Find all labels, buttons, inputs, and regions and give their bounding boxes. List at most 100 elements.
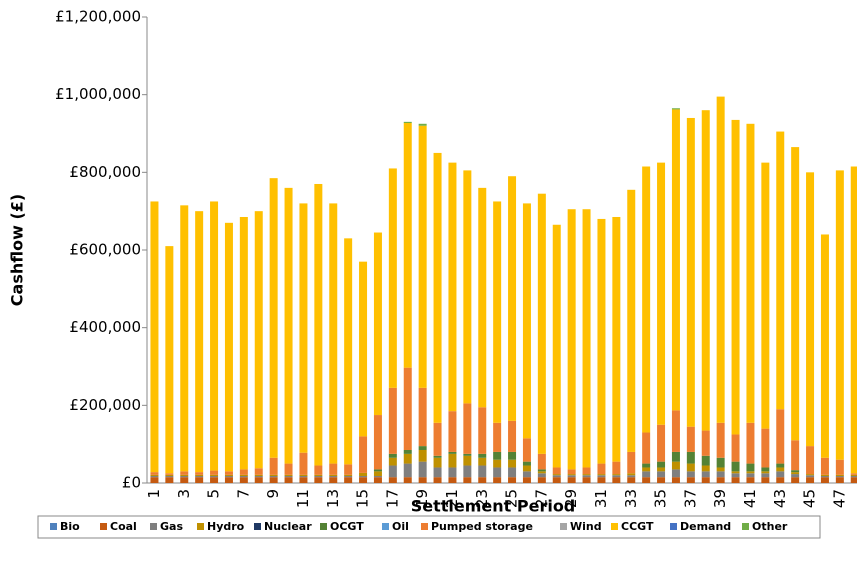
legend-swatch [197, 523, 204, 530]
bar-segment [463, 453, 472, 456]
legend-label: CCGT [621, 520, 654, 533]
bar-segment [820, 477, 829, 483]
bar-segment [746, 473, 755, 478]
bar-segment [537, 469, 546, 472]
bar-segment [239, 477, 248, 483]
x-tick-label: 1 [145, 489, 163, 499]
bar-segment [150, 472, 159, 475]
bar-segment [508, 477, 517, 483]
bar-segment [522, 438, 531, 462]
bar-segment [195, 472, 204, 475]
bar-segment [686, 463, 695, 472]
x-tick-label: 11 [294, 489, 312, 508]
legend-swatch [100, 523, 107, 530]
bar-segment [731, 477, 740, 483]
bar-segment [433, 455, 442, 458]
bar-segment [150, 477, 159, 483]
bar-segment [701, 430, 710, 456]
bar-segment [463, 455, 472, 466]
bar-segment [299, 477, 308, 483]
bar-segment [657, 477, 666, 483]
bar-segment [224, 222, 233, 472]
bar-segment [373, 476, 382, 478]
bar-segment [791, 477, 800, 483]
bar-segment [671, 108, 680, 110]
bar-segment [508, 467, 517, 478]
bar-segment [642, 477, 651, 483]
legend-swatch [670, 523, 677, 530]
legend-label: Pumped storage [431, 520, 533, 533]
bar-segment [299, 476, 308, 478]
bar-segment [195, 474, 204, 477]
legend-label: Other [752, 520, 788, 533]
bar-segment [537, 477, 546, 483]
bar-segment [493, 459, 502, 468]
bar-segment [791, 472, 800, 475]
bar-segment [448, 467, 457, 478]
bar-segment [344, 477, 353, 483]
bar-segment [522, 465, 531, 472]
legend-label: Hydro [207, 520, 245, 533]
bar-segment [627, 451, 636, 474]
bar-segment [165, 246, 174, 474]
bar-segment [716, 422, 725, 458]
bar-segment [642, 467, 651, 472]
bar-segment [269, 476, 278, 478]
bar-segment [612, 474, 621, 476]
bar-segment [224, 474, 233, 477]
bar-segment [612, 461, 621, 475]
bar-segment [791, 470, 800, 473]
x-axis-title: Settlement Period [411, 497, 576, 516]
legend-label: Oil [392, 520, 409, 533]
bar-segment [210, 474, 219, 477]
bar-segment [254, 211, 263, 469]
bar-segment [582, 474, 591, 476]
bar-segment [478, 187, 487, 408]
bar-segment [820, 457, 829, 475]
bar-segment [642, 463, 651, 468]
bar-segment [463, 403, 472, 454]
bar-segment [269, 474, 278, 477]
bar-segment [537, 193, 546, 454]
bar-segment [657, 467, 666, 472]
y-tick-label: £0 [122, 474, 141, 492]
bar-segment [671, 451, 680, 462]
bar-segment [359, 477, 368, 483]
bar-segment [403, 449, 412, 454]
bar-segment [701, 471, 710, 478]
x-tick-label: 3 [175, 489, 193, 499]
bar-segment [388, 457, 397, 466]
bar-segment [597, 463, 606, 475]
bar-segment [284, 477, 293, 483]
bar-segment [418, 123, 427, 126]
bar-segment [567, 469, 576, 475]
bar-segment [314, 476, 323, 478]
bar-segment [359, 472, 368, 477]
bar-segment [806, 172, 815, 447]
bar-segment [522, 471, 531, 478]
bar-segment [731, 434, 740, 462]
bar-segment [835, 476, 844, 478]
legend-swatch [421, 523, 428, 530]
bar-segment [418, 477, 427, 483]
bar-segment [418, 387, 427, 447]
bar-segment [746, 422, 755, 464]
bar-segment [373, 477, 382, 483]
bar-segment [180, 474, 189, 477]
bar-segment [299, 452, 308, 475]
bar-segment [180, 205, 189, 472]
bar-segment [418, 446, 427, 450]
bar-segment [820, 234, 829, 458]
x-tick-label: 37 [681, 489, 699, 508]
x-tick-label: 5 [205, 489, 223, 499]
bar-segment [761, 473, 770, 478]
bar-segment [552, 474, 561, 476]
bar-segment [195, 477, 204, 483]
bar-segment [537, 453, 546, 470]
bar-segment [761, 477, 770, 483]
legend: Bio Coal Gas Hydro Nuclear OCGT Oil Pumped stor… [50, 520, 788, 533]
bar-segment [314, 465, 323, 475]
bar-segment [284, 474, 293, 477]
bar-segment [493, 477, 502, 483]
bar-segment [537, 473, 546, 478]
